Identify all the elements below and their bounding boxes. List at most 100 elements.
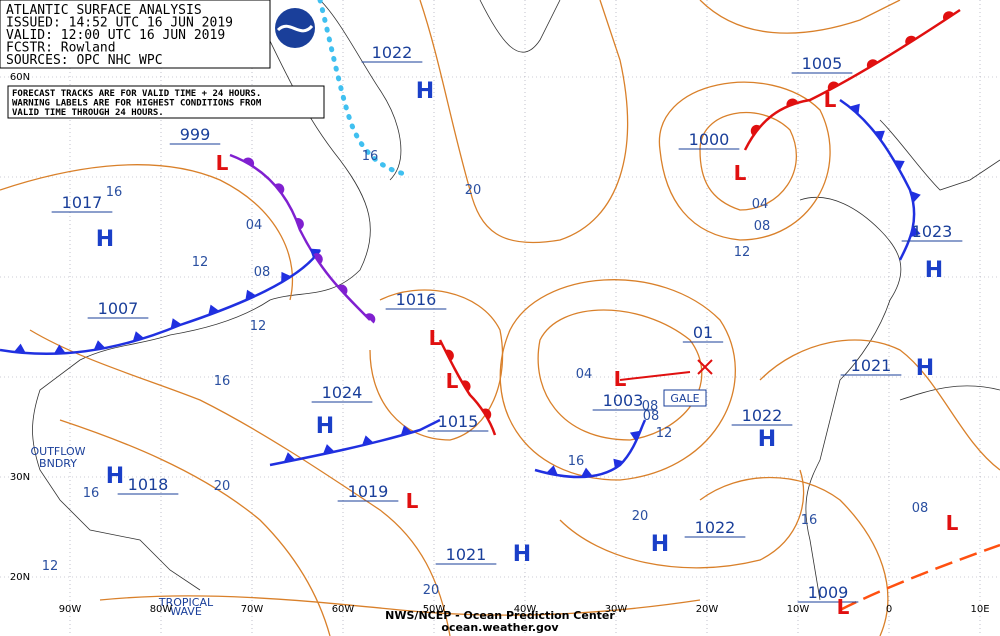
pressure-label: 1021 [851,356,892,375]
pressure-label: 1019 [348,482,389,501]
low-center: L [734,161,747,185]
annotation: OUTFLOW [30,445,85,458]
high-center: H [916,356,934,381]
low-center: L [216,151,229,175]
tropical-wave [839,543,1000,612]
front-triangle [132,331,145,342]
isobar [499,279,736,481]
isobar-label: 16 [83,486,100,501]
lon-label: 10E [970,604,989,615]
pressure-label: 1009 [808,583,849,602]
isobar-label: 08 [643,409,660,424]
isobar-label: 20 [465,183,482,198]
lon-label: 70W [241,604,264,615]
isobar [699,0,901,34]
front-triangle [613,458,624,470]
pressure-label: 1016 [396,290,437,309]
header-line: SOURCES: OPC NHC WPC [6,53,163,68]
pressure-label: 1000 [689,130,730,149]
header-line: ISSUED: 14:52 UTC 16 JUN 2019 [6,16,233,31]
front-semicircle [943,11,955,21]
lat-label: 30N [10,472,30,483]
isobar-label: 08 [254,265,271,280]
isobar-label: 12 [656,426,673,441]
pressure-label: 1005 [802,54,843,73]
isobar [699,111,797,211]
isobar-label: 12 [250,319,267,334]
lon-label: 30W [605,604,628,615]
isobar-label: 20 [632,509,649,524]
isobar-label: 16 [362,149,379,164]
front-triangle [53,344,66,354]
low-center: L [824,88,837,112]
front-triangle [874,130,885,141]
front-semicircle [482,408,492,420]
isobar [0,164,294,301]
lat-label: 60N [10,72,30,83]
front-symbols [13,11,955,478]
isobar-label: 16 [106,185,123,200]
high-center: H [925,258,943,283]
front-triangle [910,225,921,238]
annotation: TROPICAL [158,596,214,609]
coastline [899,385,1000,401]
isobar-label: 12 [42,559,59,574]
front-semicircle [274,183,285,195]
low-center: L [406,489,419,513]
low-center: L [614,367,627,391]
front-triangle [322,444,335,455]
gale-box [663,389,707,407]
front-semicircle [786,98,799,107]
low-center: L [837,595,850,619]
ice-edge [317,0,413,178]
front-semicircle [866,59,879,69]
front-semicircle [445,349,454,361]
pressure-label: 1021 [446,545,487,564]
pressure-label: 999 [180,125,211,144]
isobar-label: 08 [754,219,771,234]
coastline [479,0,561,53]
front-triangle [170,318,182,329]
front-semicircle [337,284,348,296]
front-triangle [400,425,413,436]
isobar [59,419,331,636]
lon-label: 10W [787,604,810,615]
header-box [0,0,271,69]
isobar [419,0,629,244]
pressure-label: 1003 [603,391,644,410]
lon-label: 50W [423,604,446,615]
front-triangle [13,343,26,354]
noaa-logo [276,24,314,33]
isobar-label: 16 [801,513,818,528]
lon-label: 20W [696,604,719,615]
isobar-label: 16 [568,454,585,469]
high-center: H [106,464,124,489]
front-semicircle [750,124,761,136]
isobar-label: 20 [214,479,231,494]
annotation: GALE [670,392,699,405]
lon-label: 90W [59,604,82,615]
isobar-label: 20 [423,583,440,598]
pressure-label: 1022 [695,518,736,537]
cold-front [839,98,916,261]
pressure-label: 01 [693,323,713,342]
isobar-label: 08 [642,399,659,414]
isobar [369,289,504,441]
isobar [559,469,805,569]
pressure-label: 1024 [322,383,363,402]
coastline [879,119,1000,191]
isobar-label: 08 [912,501,929,516]
header-line: FCSTR: Rowland [6,41,116,56]
lon-label: 60W [332,604,355,615]
annotation: BNDRY [39,457,77,470]
front-triangle [208,304,220,316]
high-center: H [96,227,114,252]
lon-label: 80W [150,604,173,615]
isobar [759,339,1000,471]
isobar [99,595,701,616]
isobar-label: 04 [752,197,769,212]
low-center: L [446,369,459,393]
lat-label: 20N [10,572,30,583]
